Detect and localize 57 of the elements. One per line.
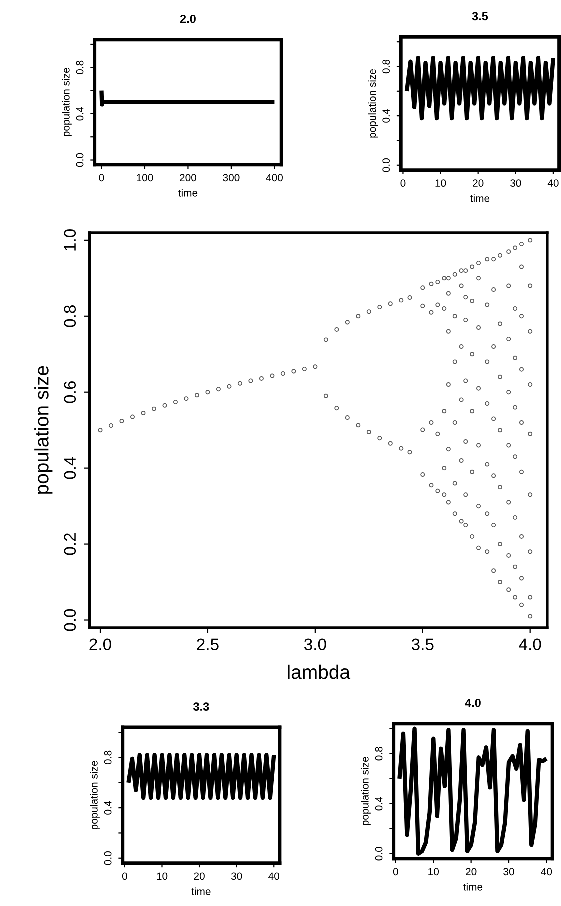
x-tick-label: 400 [266,174,283,182]
x-tick-label: 3.5 [412,638,434,651]
x-tick-label: 4.0 [519,638,542,651]
x-tick-label: 10 [436,180,446,188]
y-tick-label: 0.4 [76,107,84,121]
x-tick-label: 200 [180,174,196,182]
y-tick-label: 0.6 [64,382,76,404]
x-axis-title: time [178,189,198,197]
x-tick-label: 300 [223,174,240,182]
y-tick-label: 1.0 [64,230,76,251]
x-tick-label: 10 [428,868,440,876]
y-tick-label: 0.2 [64,534,76,556]
x-axis-title: time [464,883,483,891]
x-tick-label: 30 [510,180,522,188]
y-tick-label: 0.0 [76,153,84,168]
y-tick-label: 0.0 [104,852,112,866]
x-tick-label: 0 [393,868,398,876]
y-axis-title: population size [34,366,53,494]
y-tick-label: 0.4 [375,796,383,811]
x-tick-label: 30 [504,868,514,876]
x-tick-label: 20 [466,868,477,876]
x-tick-label: 0 [400,180,406,188]
x-tick-label: 2.5 [197,638,219,651]
y-tick-label: 0.0 [64,609,76,632]
y-axis-title: population size [368,69,378,138]
chart-title: 3.3 [193,702,210,711]
chart-title: 4.0 [465,698,481,708]
y-tick-label: 0.8 [64,306,76,328]
y-tick-label: 0.8 [104,750,112,765]
x-tick-label: 0 [122,872,128,880]
x-tick-label: 30 [231,872,242,880]
x-tick-label: 3.0 [304,638,326,651]
x-tick-label: 10 [157,872,168,880]
y-tick-label: 0.8 [375,747,383,761]
x-axis-title: time [470,194,490,202]
y-tick-label: 0.8 [76,60,84,74]
x-tick-label: 40 [268,872,280,880]
x-axis-title: lambda [288,664,351,680]
x-tick-label: 0 [99,174,104,182]
y-tick-label: 0.4 [382,109,390,123]
chart-title: 2.0 [180,14,196,24]
y-tick-label: 0.0 [382,158,390,172]
y-tick-label: 0.4 [104,801,112,815]
x-tick-label: 20 [473,180,484,188]
x-tick-label: 40 [548,180,559,188]
x-tick-label: 2.0 [90,638,112,651]
y-tick-label: 0.8 [382,60,390,74]
x-tick-label: 40 [541,868,552,876]
y-axis-title: population size [62,68,72,136]
y-tick-label: 0.0 [375,847,383,861]
x-tick-label: 20 [194,872,205,880]
chart-title: 3.5 [472,12,488,21]
y-axis-title: population size [90,761,100,830]
x-tick-label: 100 [137,174,154,182]
y-tick-label: 0.4 [64,457,76,480]
x-axis-title: time [192,888,211,896]
y-axis-title: population size [361,757,371,826]
